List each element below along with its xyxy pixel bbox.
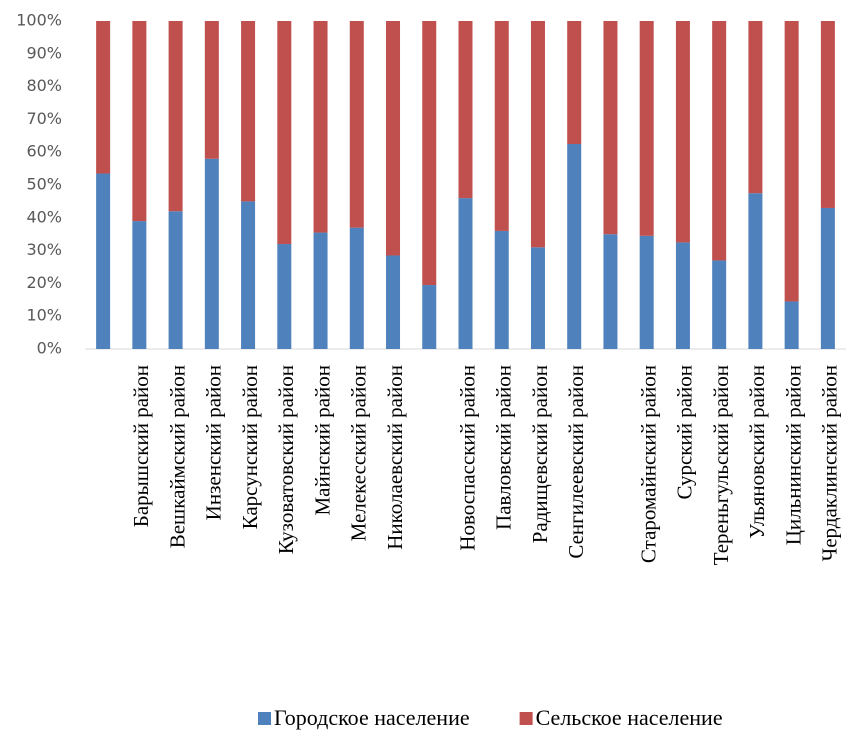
bar-segment	[386, 21, 401, 256]
x-tick-label: Тереньгульский район	[709, 365, 733, 565]
x-tick-label: Новоспасский район	[455, 365, 479, 551]
x-tick-label: Вешкаймский район	[165, 365, 189, 548]
bar-segment	[168, 211, 183, 349]
legend-swatch	[258, 712, 271, 725]
bar-segment	[422, 21, 437, 286]
y-tick-label: 80%	[26, 76, 62, 95]
x-tick-label: Карсунский район	[238, 365, 262, 529]
bar-segment	[349, 21, 364, 228]
bar-segment	[603, 21, 618, 235]
x-tick-label: Инзенский район	[202, 365, 226, 520]
legend-swatch	[519, 712, 533, 725]
bar-segment	[639, 21, 654, 236]
bar-segment	[639, 235, 654, 349]
y-tick-label: 90%	[26, 43, 62, 62]
bar-segment	[277, 244, 292, 349]
x-tick-label: Кузоватовский район	[274, 365, 298, 554]
bar-segment	[494, 230, 509, 349]
y-tick-label: 0%	[37, 339, 62, 358]
legend-label: Городское население	[274, 705, 470, 730]
bar-segment	[204, 21, 219, 159]
bar-segment	[675, 242, 690, 349]
y-tick-label: 100%	[16, 11, 62, 30]
bar-segment	[132, 221, 147, 349]
bar-segment	[458, 198, 473, 349]
x-tick-label: Радищевский район	[528, 365, 552, 543]
bar-segment	[712, 21, 727, 261]
x-tick-label: Николаевский район	[383, 365, 407, 550]
bar-segment	[458, 21, 473, 199]
x-tick-label: Сурский район	[673, 365, 697, 500]
y-tick-label: 60%	[26, 142, 62, 161]
x-tick-label: Майнский район	[310, 365, 334, 516]
x-tick-label: Сенгилеевский район	[564, 365, 588, 559]
y-tick-label: 30%	[26, 240, 62, 259]
x-tick-label: Старомайнский район	[637, 365, 661, 563]
y-tick-label: 50%	[26, 175, 62, 194]
y-tick-label: 70%	[26, 109, 62, 128]
bar-segment	[675, 21, 690, 243]
x-tick-label: Чердаклинский район	[818, 365, 842, 561]
bar-segment	[168, 21, 183, 212]
bar-segment	[132, 21, 147, 222]
bar-segment	[820, 207, 835, 349]
bar-segment	[784, 301, 799, 349]
bar-segment	[349, 227, 364, 349]
bar-segment	[386, 255, 401, 349]
y-tick-label: 40%	[26, 207, 62, 226]
legend-label: Сельское население	[536, 705, 723, 730]
bar-segment	[241, 201, 256, 349]
y-tick-label: 10%	[26, 306, 62, 325]
bar-segment	[567, 144, 582, 349]
bar-segment	[530, 247, 545, 349]
y-tick-label: 20%	[26, 273, 62, 292]
x-tick-label: Павловский район	[492, 365, 516, 530]
x-tick-label: Барышский район	[129, 365, 153, 527]
bar-segment	[748, 21, 763, 194]
bar-segment	[313, 21, 328, 233]
bar-segment	[96, 21, 111, 174]
bar-segment	[96, 173, 111, 349]
bar-segment	[712, 260, 727, 349]
bar-segment	[820, 21, 835, 208]
x-tick-label: Цильнинский район	[781, 365, 805, 545]
bar-segment	[784, 21, 799, 302]
bar-segment	[204, 158, 219, 349]
bar-segment	[241, 21, 256, 202]
bar-segment	[494, 21, 509, 231]
bar-segment	[313, 232, 328, 349]
bar-segment	[422, 285, 437, 349]
x-tick-label: Мелекесский район	[347, 365, 371, 541]
bar-segment	[748, 193, 763, 349]
x-tick-label: Ульяновский район	[745, 365, 769, 539]
bar-segment	[530, 21, 545, 248]
bar-segment	[277, 21, 292, 245]
bar-segment	[567, 21, 582, 144]
bar-segment	[603, 234, 618, 349]
